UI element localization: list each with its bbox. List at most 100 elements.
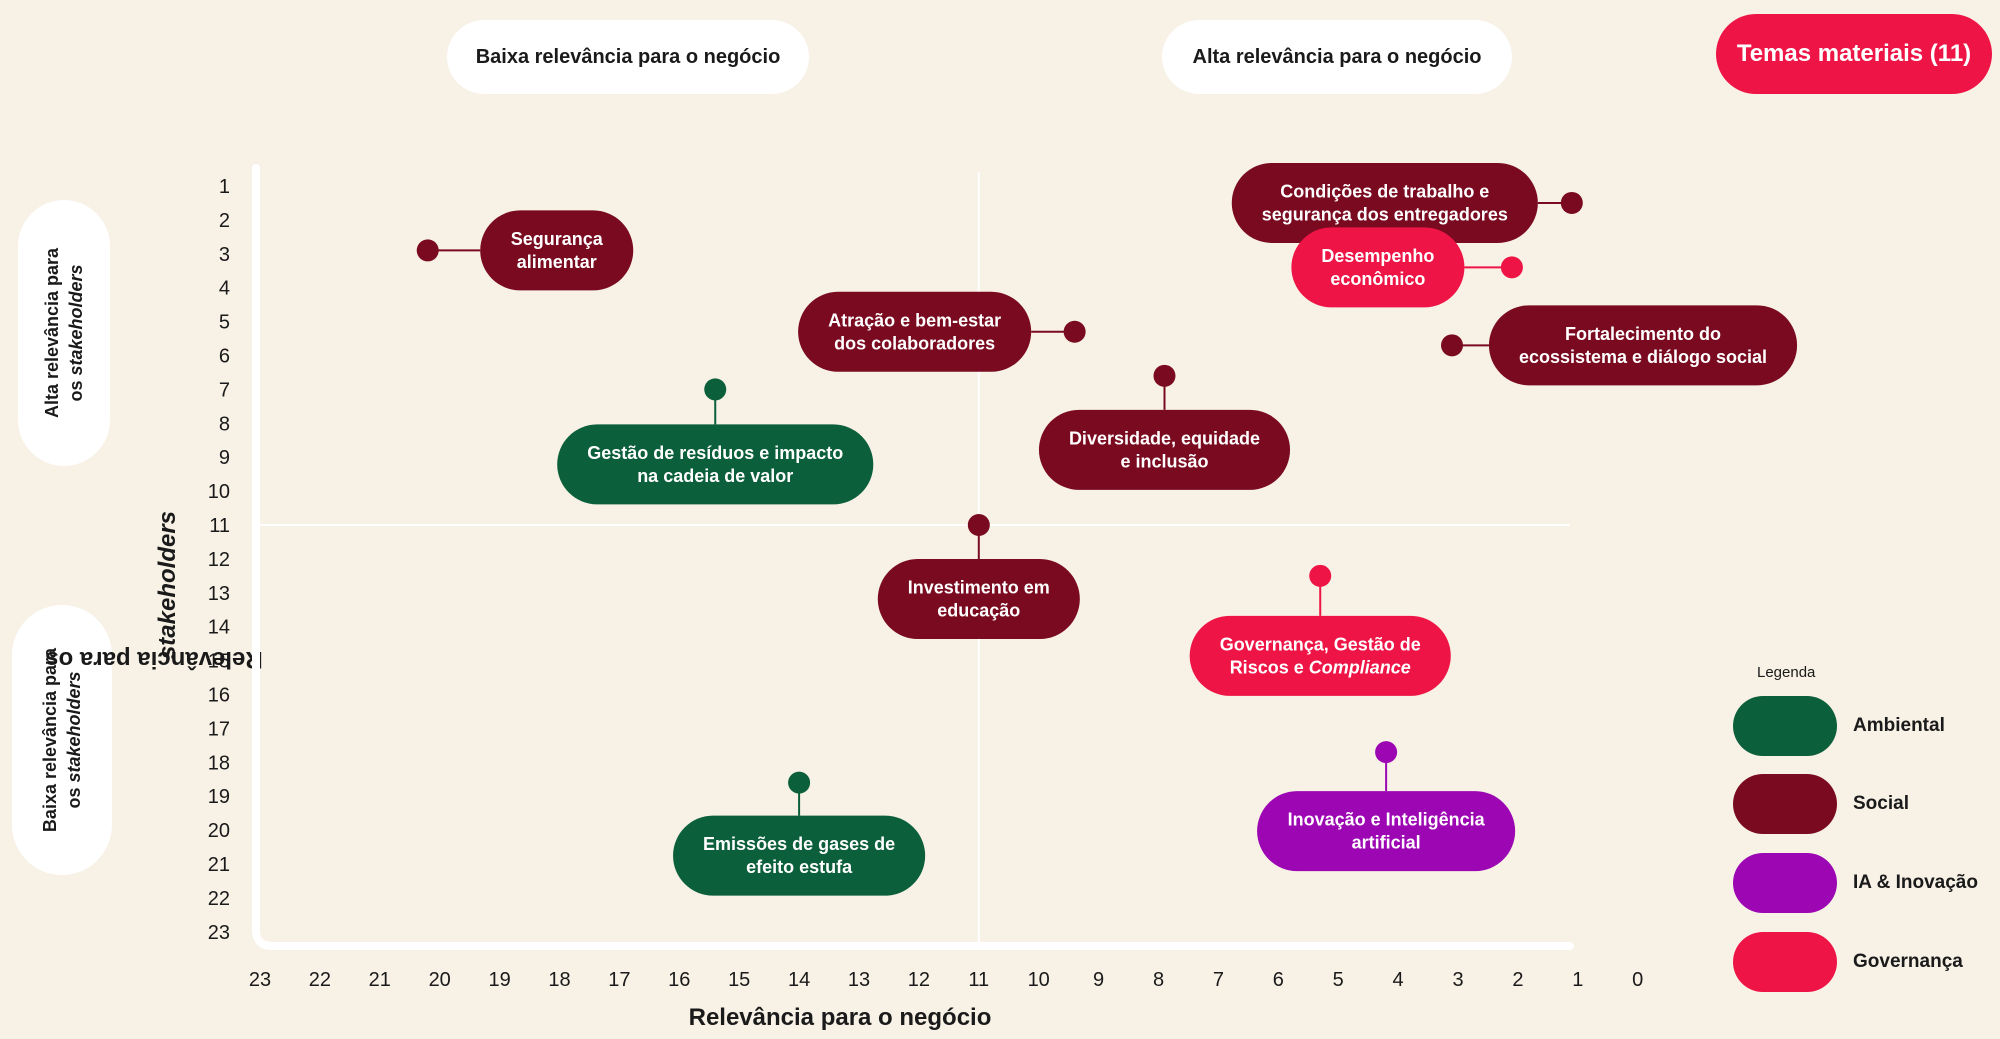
- x-tick-label: 11: [968, 969, 989, 991]
- topic-pill: [1257, 791, 1516, 872]
- topic-label: Desempenho econômico: [1321, 246, 1434, 289]
- topic-label: Condições de trabalho e segurança dos ent…: [1262, 181, 1508, 224]
- legend-label: Social: [1853, 793, 1909, 814]
- topic-dot: [1153, 364, 1176, 387]
- topic-point: Condições de trabalho e segurança dos ent…: [1231, 162, 1583, 243]
- topic-label: Segurança alimentar: [511, 229, 604, 272]
- low-business-relevance-label: Baixa relevância para o negócio: [475, 45, 781, 68]
- topic-dot: [416, 239, 439, 262]
- legend-label: IA & Inovação: [1853, 872, 1978, 893]
- x-tick-label: 23: [249, 969, 271, 991]
- topic-pill: [480, 210, 634, 291]
- topic-point: Fortalecimento do ecossistema e diálogo s…: [1441, 305, 1798, 386]
- x-tick-label: 8: [1153, 969, 1164, 991]
- topic-point: Desempenho econômico: [1291, 227, 1523, 308]
- topic-dot: [1063, 320, 1086, 343]
- legend-label: Ambiental: [1853, 715, 1945, 736]
- y-tick-label: 5: [219, 312, 230, 334]
- topic-label: Fortalecimento do ecossistema e diálogo s…: [1519, 324, 1767, 367]
- topic-pill: [557, 424, 874, 505]
- x-tick-label: 0: [1632, 969, 1643, 991]
- x-tick-label: 3: [1452, 969, 1463, 991]
- topic-point: Governança, Gestão de Riscos e Compliance: [1189, 564, 1451, 696]
- y-tick-label: 2: [219, 210, 230, 232]
- high-stakeholder-relevance-pill: Alta relevância para os stakeholders: [18, 200, 110, 466]
- topic-point: Investimento em educação: [877, 514, 1080, 639]
- topic-label: Inovação e Inteligência artificial: [1288, 810, 1486, 853]
- topic-point: Atração e bem-estar dos colaboradores: [798, 291, 1086, 372]
- topic-dot: [1375, 741, 1398, 764]
- topic-pill: [1038, 409, 1291, 490]
- topic-point: Diversidade, equidade e inclusão: [1038, 364, 1291, 490]
- topic-dot: [704, 378, 727, 401]
- y-tick-label: 21: [208, 854, 230, 876]
- x-tick-label: 15: [728, 969, 750, 991]
- legend-swatch: [1733, 774, 1837, 834]
- topic-pill: [877, 559, 1080, 639]
- topic-label: Emissões de gases de efeito estufa: [703, 834, 895, 877]
- topic-pill: [798, 291, 1032, 372]
- y-tick-label: 19: [208, 786, 230, 808]
- y-tick-label: 8: [219, 413, 230, 435]
- y-tick-label: 18: [208, 752, 230, 774]
- legend-item: Ambiental: [1733, 696, 1945, 756]
- x-tick-label: 7: [1213, 969, 1224, 991]
- x-tick-label: 9: [1093, 969, 1104, 991]
- topic-point: Gestão de resíduos e impacto na cadeia de…: [557, 378, 874, 505]
- topic-point: Segurança alimentar: [416, 210, 634, 291]
- low-business-relevance-pill: Baixa relevância para o negócio: [447, 20, 809, 94]
- topic-label: Gestão de resíduos e impacto na cadeia de…: [587, 443, 843, 486]
- y-tick-label: 12: [208, 549, 230, 571]
- x-tick-label: 10: [1028, 969, 1050, 991]
- x-tick-label: 5: [1333, 969, 1344, 991]
- topic-pill: [1488, 305, 1798, 386]
- topic-label: Governança, Gestão de Riscos e Compliance: [1220, 634, 1421, 677]
- x-tick-label: 17: [608, 969, 630, 991]
- y-tick-label: 15: [208, 651, 230, 673]
- x-tick-label: 14: [788, 969, 810, 991]
- topic-point: Emissões de gases de efeito estufa: [673, 771, 926, 896]
- x-tick-label: 22: [309, 969, 331, 991]
- y-tick-label: 11: [209, 515, 230, 537]
- x-tick-label: 2: [1512, 969, 1523, 991]
- high-business-relevance-pill: Alta relevância para o negócio: [1162, 20, 1512, 94]
- topic-label: Investimento em educação: [908, 578, 1050, 621]
- legend-swatch: [1733, 696, 1837, 756]
- y-tick-label: 4: [219, 278, 230, 300]
- axis-frame: [252, 164, 1574, 950]
- legend-swatch: [1733, 853, 1837, 913]
- topic-pill: [1291, 227, 1465, 308]
- x-tick-label: 6: [1273, 969, 1284, 991]
- topic-dot: [788, 771, 811, 794]
- y-tick-label: 23: [208, 922, 230, 944]
- y-tick-label: 7: [219, 379, 230, 401]
- legend-item: Social: [1733, 774, 1909, 834]
- y-tick-label: 1: [219, 176, 230, 198]
- topic-point: Inovação e Inteligência artificial: [1257, 741, 1516, 872]
- topic-label: Diversidade, equidade e inclusão: [1069, 428, 1260, 471]
- high-business-relevance-label: Alta relevância para o negócio: [1192, 45, 1482, 68]
- material-topics-label: Temas materiais (11): [1736, 40, 1972, 67]
- topic-pill: [673, 815, 926, 896]
- legend-item: Governança: [1733, 932, 1963, 992]
- topic-label: Atração e bem-estar dos colaboradores: [828, 310, 1001, 353]
- legend-title: Legenda: [1757, 664, 1816, 681]
- legend-swatch: [1733, 932, 1837, 992]
- y-tick-label: 17: [208, 718, 230, 740]
- x-tick-label: 12: [908, 969, 930, 991]
- x-tick-label: 19: [488, 969, 510, 991]
- topic-pill: [1189, 615, 1451, 696]
- material-topics-badge: Temas materiais (11): [1716, 14, 1992, 94]
- topic-dot: [1560, 191, 1583, 214]
- x-tick-label: 1: [1572, 969, 1583, 991]
- x-tick-label: 16: [668, 969, 690, 991]
- legend-label: Governança: [1853, 951, 1963, 972]
- y-tick-label: 20: [208, 820, 230, 842]
- y-tick-label: 9: [219, 447, 230, 469]
- x-tick-label: 18: [548, 969, 570, 991]
- topic-dot: [1309, 564, 1332, 587]
- y-tick-label: 13: [208, 583, 230, 605]
- topic-dot: [1500, 256, 1523, 279]
- y-tick-label: 10: [208, 481, 230, 503]
- legend-item: IA & Inovação: [1733, 853, 1978, 913]
